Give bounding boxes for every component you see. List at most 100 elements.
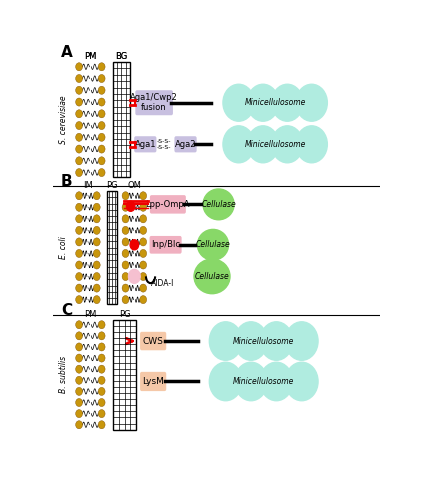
Circle shape	[76, 420, 83, 429]
Circle shape	[98, 388, 105, 396]
Circle shape	[76, 332, 83, 340]
Circle shape	[140, 296, 146, 304]
Text: Aga1: Aga1	[135, 140, 156, 149]
FancyBboxPatch shape	[140, 332, 166, 350]
Text: E. coli: E. coli	[59, 236, 68, 259]
Circle shape	[122, 238, 129, 246]
FancyBboxPatch shape	[149, 236, 181, 254]
Circle shape	[76, 272, 83, 280]
Circle shape	[76, 238, 83, 246]
Circle shape	[122, 296, 129, 304]
Circle shape	[260, 362, 293, 401]
Circle shape	[76, 86, 83, 94]
FancyBboxPatch shape	[140, 372, 166, 391]
Circle shape	[76, 250, 83, 258]
Text: Lpp-OmpA: Lpp-OmpA	[146, 200, 190, 209]
Circle shape	[76, 98, 83, 106]
Circle shape	[76, 388, 83, 396]
Circle shape	[272, 126, 303, 163]
Text: B. subtilis: B. subtilis	[59, 356, 68, 394]
Text: IM: IM	[83, 181, 93, 190]
Circle shape	[140, 284, 146, 292]
Circle shape	[122, 284, 129, 292]
Circle shape	[76, 410, 83, 418]
Circle shape	[122, 250, 129, 258]
Circle shape	[122, 203, 129, 211]
Text: BG: BG	[115, 52, 127, 61]
Circle shape	[98, 74, 105, 82]
Circle shape	[140, 272, 146, 280]
Text: PM: PM	[84, 52, 97, 61]
Circle shape	[98, 398, 105, 406]
Circle shape	[209, 322, 242, 360]
Circle shape	[98, 168, 105, 176]
Circle shape	[122, 215, 129, 223]
Circle shape	[98, 332, 105, 340]
Circle shape	[76, 192, 83, 200]
Circle shape	[122, 226, 129, 234]
Circle shape	[98, 410, 105, 418]
Circle shape	[98, 376, 105, 384]
Circle shape	[122, 272, 129, 280]
Ellipse shape	[197, 230, 229, 260]
Circle shape	[247, 84, 279, 121]
Circle shape	[93, 215, 100, 223]
Circle shape	[209, 362, 242, 401]
Circle shape	[260, 322, 293, 360]
Circle shape	[93, 250, 100, 258]
Text: Minicellulosome: Minicellulosome	[233, 377, 295, 386]
Ellipse shape	[203, 189, 234, 220]
Circle shape	[98, 110, 105, 118]
Circle shape	[93, 203, 100, 211]
FancyBboxPatch shape	[122, 191, 146, 304]
Circle shape	[140, 203, 146, 211]
Circle shape	[76, 134, 83, 141]
Circle shape	[98, 354, 105, 362]
Circle shape	[140, 261, 146, 269]
Circle shape	[296, 84, 327, 121]
Circle shape	[285, 322, 318, 360]
Circle shape	[98, 320, 105, 329]
Circle shape	[76, 226, 83, 234]
Circle shape	[130, 240, 138, 250]
Text: Cellulase: Cellulase	[195, 272, 230, 281]
Circle shape	[98, 343, 105, 351]
Text: PM: PM	[84, 52, 97, 61]
Circle shape	[76, 365, 83, 373]
Text: LysM: LysM	[142, 377, 164, 386]
Circle shape	[98, 134, 105, 141]
Circle shape	[76, 157, 83, 165]
FancyBboxPatch shape	[76, 62, 105, 178]
Text: Inp/Blc: Inp/Blc	[151, 240, 180, 250]
Text: B: B	[61, 174, 73, 189]
Text: PG: PG	[119, 310, 130, 319]
Circle shape	[128, 270, 140, 283]
Circle shape	[76, 284, 83, 292]
Text: Cellulase: Cellulase	[196, 240, 230, 250]
Circle shape	[76, 122, 83, 130]
Circle shape	[140, 192, 146, 200]
Circle shape	[76, 376, 83, 384]
FancyBboxPatch shape	[174, 136, 197, 152]
Circle shape	[127, 202, 135, 211]
Circle shape	[76, 74, 83, 82]
Text: A: A	[61, 45, 73, 60]
Text: OM: OM	[127, 181, 141, 190]
Circle shape	[285, 362, 318, 401]
Text: Minicellulosome: Minicellulosome	[244, 98, 306, 107]
Ellipse shape	[194, 259, 230, 294]
Circle shape	[76, 145, 83, 153]
Circle shape	[98, 98, 105, 106]
Circle shape	[76, 354, 83, 362]
Circle shape	[98, 365, 105, 373]
Text: Aga1/Cwp2
fusion: Aga1/Cwp2 fusion	[130, 93, 178, 112]
Circle shape	[76, 215, 83, 223]
Circle shape	[122, 261, 129, 269]
Circle shape	[76, 203, 83, 211]
Text: Cellulase: Cellulase	[201, 200, 236, 209]
Circle shape	[76, 296, 83, 304]
Circle shape	[235, 322, 268, 360]
Text: Minicellulosome: Minicellulosome	[233, 336, 295, 345]
Circle shape	[140, 226, 146, 234]
Circle shape	[93, 226, 100, 234]
